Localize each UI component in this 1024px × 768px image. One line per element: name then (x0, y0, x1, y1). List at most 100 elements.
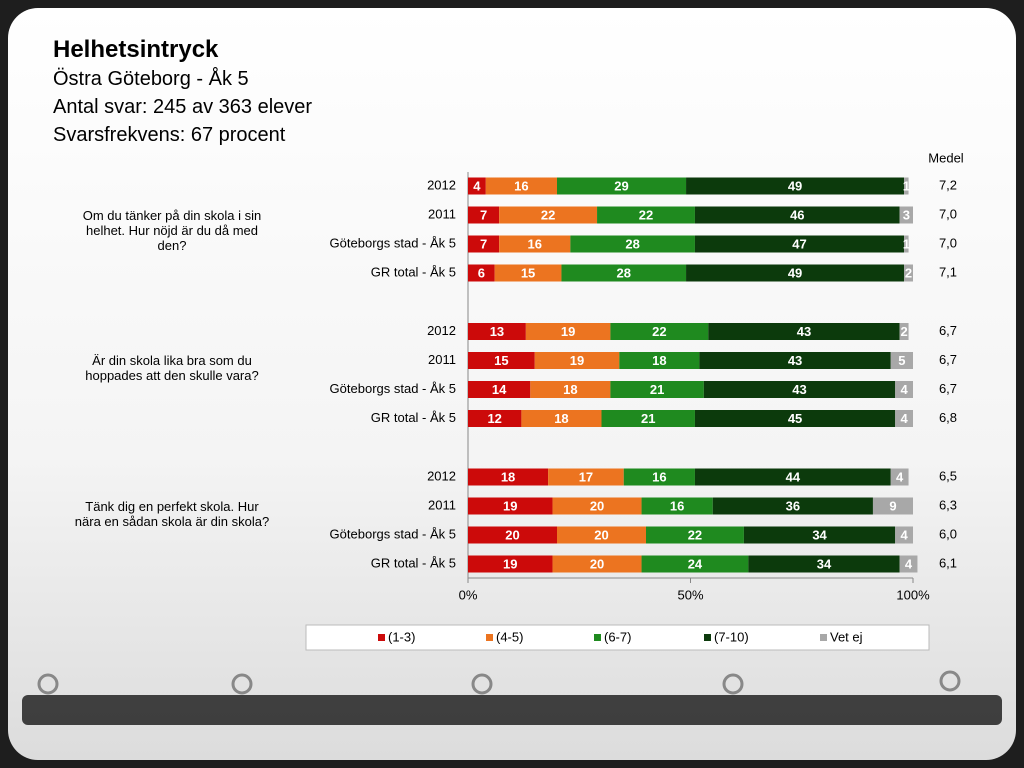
data-label: 7 (480, 236, 487, 251)
data-label: 49 (788, 265, 802, 280)
y-tick-label: 2012 (427, 468, 456, 483)
medel-value: 6,0 (939, 526, 957, 541)
bar-segment (525, 323, 611, 340)
legend-label: (7-10) (714, 629, 749, 644)
bar-segment (694, 235, 905, 253)
bar-segment (899, 323, 909, 340)
legend-label: (6-7) (604, 629, 631, 644)
bar-segment (872, 497, 913, 515)
data-label: 28 (617, 265, 631, 280)
data-label: 20 (594, 527, 608, 542)
data-label: 22 (639, 207, 653, 222)
data-label: 17 (579, 469, 593, 484)
data-label: 6 (478, 265, 485, 280)
data-label: 4 (900, 411, 908, 426)
data-label: 45 (788, 411, 802, 426)
bar-segment (686, 264, 905, 282)
y-tick-label: 2012 (427, 323, 456, 338)
data-label: 19 (561, 324, 575, 339)
legend-swatch (378, 634, 385, 641)
medel-value: 6,1 (939, 555, 957, 570)
bar-segment (610, 381, 704, 398)
bar-segment (708, 323, 900, 340)
bar-segment (468, 177, 486, 195)
medel-value: 6,8 (939, 410, 957, 425)
bar-segment (468, 526, 557, 544)
bar-segment (610, 323, 709, 340)
decoration (37, 670, 961, 695)
bar-segment (890, 468, 909, 486)
data-label: 4 (900, 527, 908, 542)
bar-segment (468, 352, 535, 369)
bar-segment (552, 555, 642, 573)
bar-segment (468, 235, 500, 253)
bar-segment (597, 206, 695, 224)
medel-value: 7,2 (939, 177, 957, 192)
data-label: 22 (541, 207, 555, 222)
medel-value: 6,5 (939, 468, 957, 483)
data-label: 2 (905, 265, 912, 280)
bar-segment (899, 555, 918, 573)
bar-segment (895, 381, 913, 398)
subtitle: Svarsfrekvens: 67 procent (53, 124, 286, 146)
data-label: 34 (817, 556, 832, 571)
data-label: 18 (652, 353, 666, 368)
bar-segment (468, 264, 495, 282)
bar-segment (904, 177, 909, 195)
data-label: 19 (503, 498, 517, 513)
bar-segment (686, 177, 905, 195)
data-label: 5 (898, 353, 905, 368)
bar-segment (694, 410, 896, 427)
y-tick-label: 2011 (428, 206, 456, 221)
legend-swatch (820, 634, 827, 641)
data-label: 44 (786, 469, 801, 484)
bar-segment (895, 526, 913, 544)
y-tick-label: Göteborgs stad - Åk 5 (330, 235, 456, 250)
title: Helhetsintryck (53, 36, 219, 63)
bar-segment (468, 381, 531, 398)
y-tick-label: 2012 (427, 177, 456, 192)
bar-segment (904, 264, 913, 282)
data-label: 19 (503, 556, 517, 571)
data-label: 16 (514, 178, 528, 193)
data-label: 3 (903, 207, 910, 222)
legend-swatch (704, 634, 711, 641)
medel-value: 6,7 (939, 381, 957, 396)
data-label: 21 (650, 382, 664, 397)
bar-segment (743, 526, 896, 544)
data-label: 16 (528, 236, 542, 251)
data-label: 20 (590, 556, 604, 571)
bar-segment (646, 526, 744, 544)
bar-segment (904, 235, 909, 253)
data-label: 24 (688, 556, 703, 571)
data-label: 2 (900, 324, 907, 339)
y-tick-label: GR total - Åk 5 (371, 264, 456, 279)
data-label: 46 (790, 207, 804, 222)
medel-value: 7,0 (939, 206, 957, 221)
data-label: 15 (521, 265, 535, 280)
y-tick-label: GR total - Åk 5 (371, 410, 456, 425)
y-tick-label: Göteborgs stad - Åk 5 (330, 381, 456, 396)
data-label: 49 (788, 178, 802, 193)
data-label: 16 (652, 469, 666, 484)
bar-segment (712, 497, 873, 515)
bar-segment (530, 381, 611, 398)
y-tick-label: 2011 (428, 497, 456, 512)
data-label: 1 (903, 178, 910, 193)
legend-label: (1-3) (388, 629, 415, 644)
bar-segment (694, 206, 900, 224)
bar-segment (748, 555, 900, 573)
silhouettes (22, 695, 1002, 725)
data-label: 7 (480, 207, 487, 222)
bar-segment (890, 352, 913, 369)
legend-label: Vet ej (830, 629, 863, 644)
question: Tänk dig en perfekt skola. Hur nära en s… (74, 498, 270, 529)
data-label: 43 (792, 382, 806, 397)
data-label: 20 (590, 498, 604, 513)
data-label: 13 (490, 324, 504, 339)
medel-title: Medel (928, 150, 964, 165)
bar-segment (468, 497, 553, 515)
bar-segment (552, 497, 642, 515)
